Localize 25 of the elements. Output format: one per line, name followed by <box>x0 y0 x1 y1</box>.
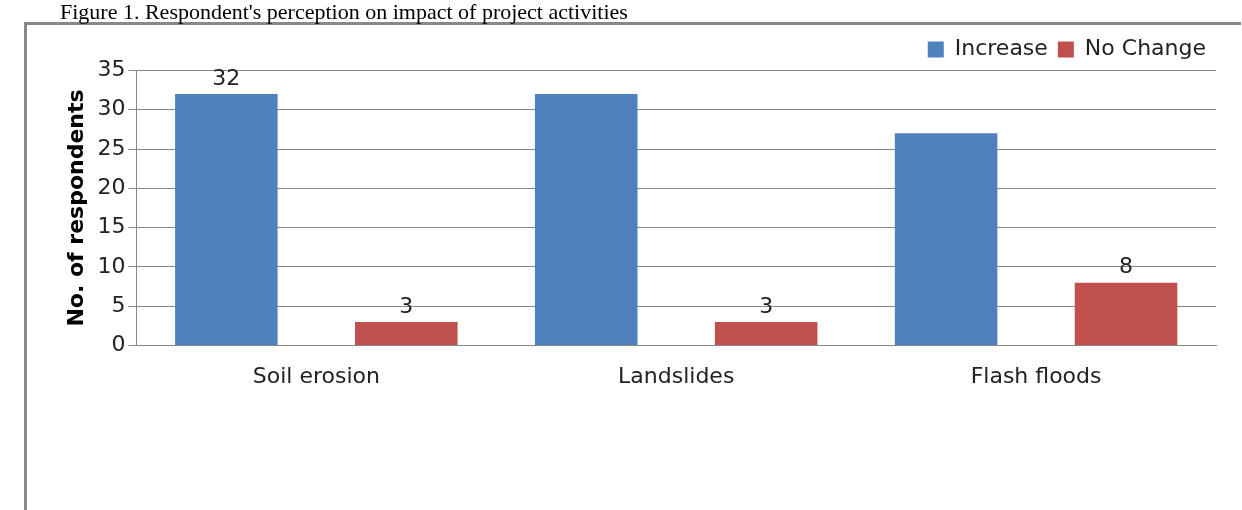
data-label: 8 <box>1119 253 1134 279</box>
legend-label: Increase <box>954 35 1048 61</box>
bar <box>894 133 998 346</box>
bar <box>355 322 458 346</box>
y-tick-label: 20 <box>97 174 126 200</box>
y-tick-label: 15 <box>97 213 126 239</box>
y-tick-label: 5 <box>111 292 126 317</box>
y-axis-title: No. of respondents <box>62 89 88 327</box>
bar <box>534 93 638 346</box>
bar <box>1074 282 1178 346</box>
x-tick-label: Flash floods <box>970 362 1102 388</box>
bar <box>714 322 818 346</box>
y-tick-label: 10 <box>97 252 126 278</box>
y-tick-label: 25 <box>97 134 126 160</box>
y-tick-label: 0 <box>111 331 126 357</box>
x-tick-label: Landslides <box>618 362 735 388</box>
chart-title: Figure 1. Respondent's perception on impact of project activities <box>60 0 628 24</box>
data-label: 3 <box>759 292 774 318</box>
y-tick-label: 35 <box>97 56 126 82</box>
legend-label: No Change <box>1084 35 1206 61</box>
y-tick-label: 30 <box>97 95 126 121</box>
x-tick-label: Soil erosion <box>252 362 380 388</box>
bar <box>175 93 278 346</box>
data-label: 32 <box>212 64 241 90</box>
data-label: 3 <box>399 292 414 318</box>
